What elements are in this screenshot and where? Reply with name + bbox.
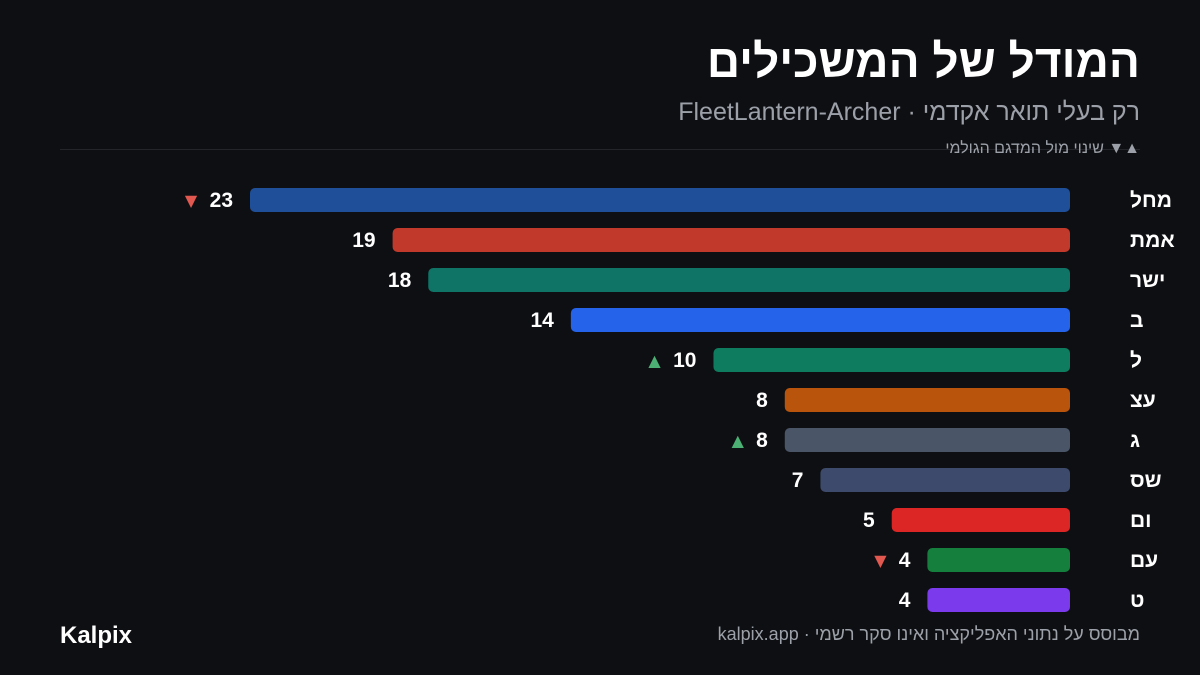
chart-title: המודל של המשכילים — [706, 35, 1140, 87]
category-label: עצ — [1130, 389, 1156, 412]
category-label: ישר — [1130, 269, 1165, 292]
value-label: 5 — [863, 509, 875, 532]
bar — [784, 388, 1070, 412]
header-divider — [60, 149, 1140, 150]
value-label: 10 — [673, 349, 696, 372]
bar — [927, 588, 1070, 612]
category-label: ום — [1130, 509, 1151, 532]
bar — [820, 468, 1070, 492]
category-label: אמת — [1130, 229, 1175, 252]
value-label: 8 — [756, 389, 768, 412]
category-label: עם — [1130, 549, 1158, 572]
footer-note: מבוסס על נתוני האפליקציה ואינו סקר רשמי … — [717, 624, 1140, 644]
category-label: ב — [1130, 309, 1143, 332]
brand-logo: Kalpix — [60, 622, 133, 649]
bar — [428, 268, 1070, 292]
change-legend: ▲▼ שינוי מול המדגם הגולמי — [945, 140, 1140, 157]
bar — [392, 228, 1070, 252]
change-down-icon: ▼ — [874, 551, 887, 570]
value-label: 4 — [899, 589, 911, 612]
value-label: 23 — [210, 189, 233, 212]
bar — [927, 548, 1070, 572]
bar — [570, 308, 1070, 332]
value-label: 7 — [792, 469, 804, 492]
change-up-icon: ▲ — [732, 431, 745, 450]
bar — [250, 188, 1070, 212]
value-label: 19 — [352, 229, 375, 252]
category-label: שס — [1130, 469, 1162, 492]
bar — [713, 348, 1070, 372]
category-label: ל — [1130, 349, 1142, 372]
value-label: 14 — [531, 309, 555, 332]
value-label: 4 — [899, 549, 911, 572]
value-label: 8 — [756, 429, 768, 452]
category-label: מחל — [1130, 189, 1172, 212]
category-label: ט — [1130, 589, 1144, 612]
bar — [891, 508, 1070, 532]
value-label: 18 — [388, 269, 412, 292]
change-down-icon: ▼ — [185, 191, 198, 210]
chart-subtitle: רק בעלי תואר אקדמי · FleetLantern-Archer — [678, 98, 1140, 126]
change-up-icon: ▲ — [648, 351, 661, 370]
category-label: ג — [1130, 429, 1140, 452]
bar — [784, 428, 1070, 452]
